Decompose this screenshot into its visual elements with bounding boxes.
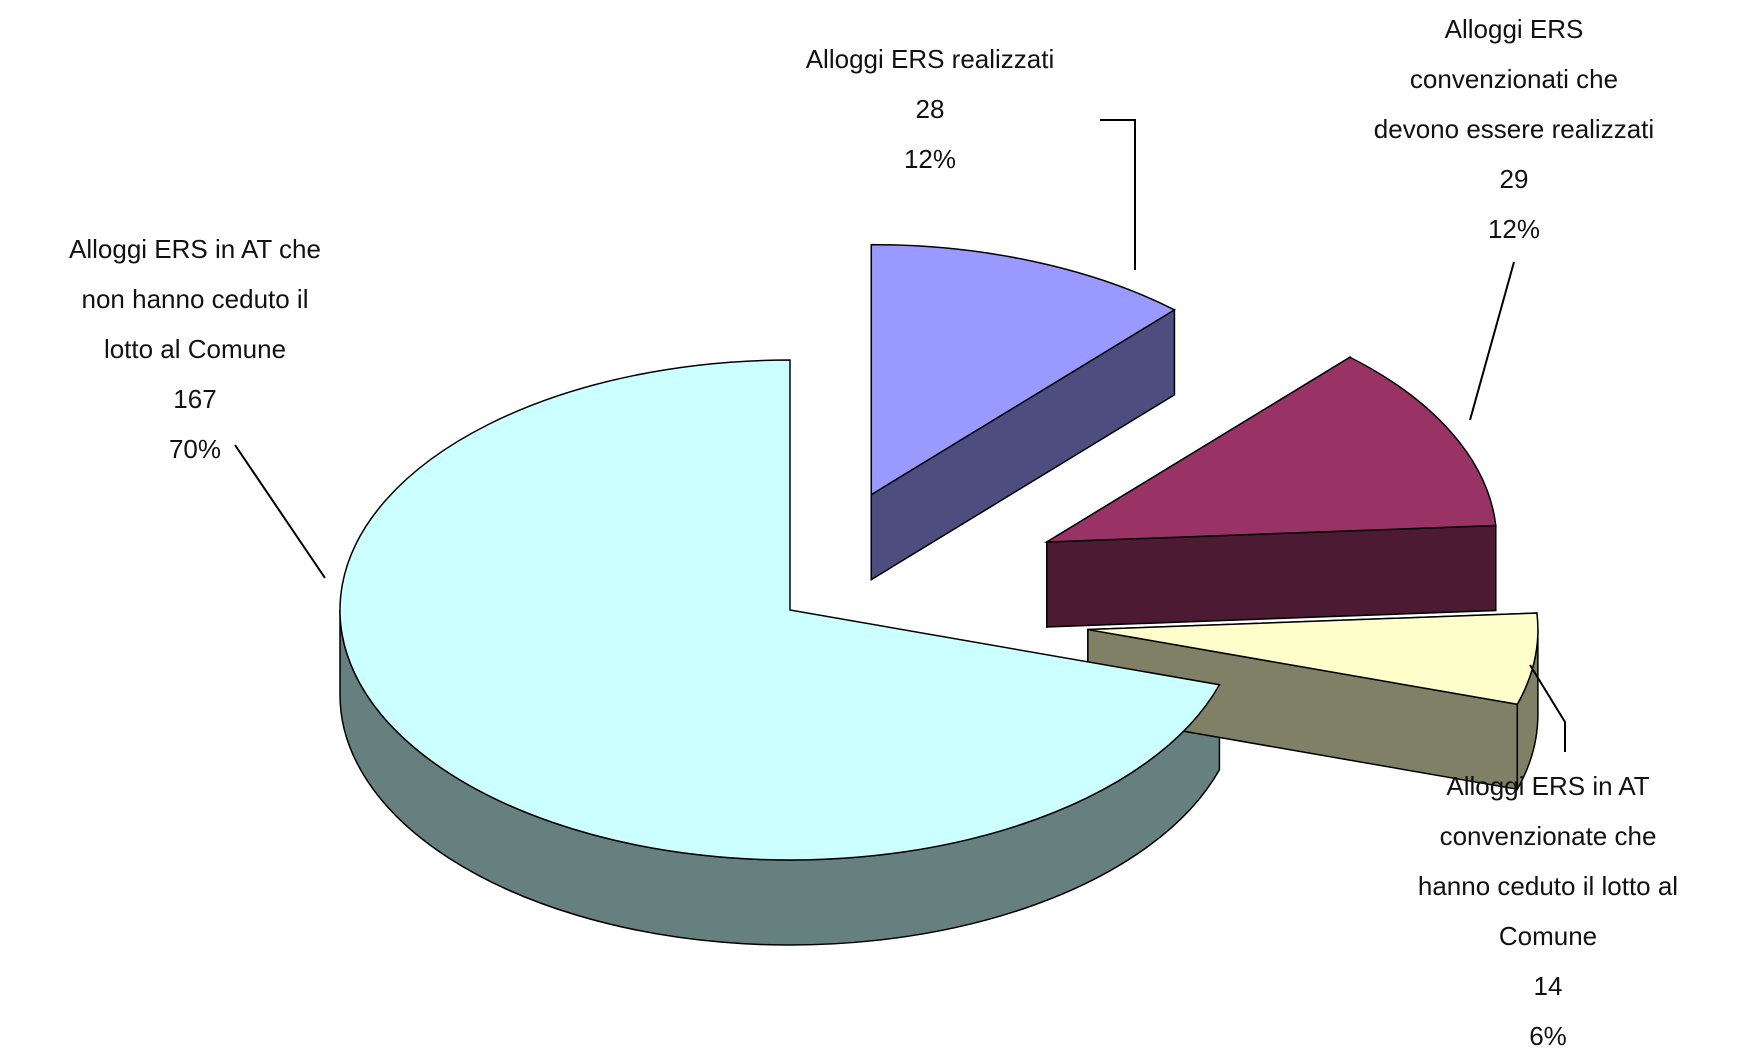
leader-line-4 <box>234 444 326 579</box>
data-label-1-value: 28 <box>916 94 945 124</box>
leader-line-1 <box>1100 119 1136 270</box>
data-label-2-line-2: convenzionati che <box>1410 64 1618 94</box>
data-label-1-line-1: Alloggi ERS realizzati <box>806 44 1055 74</box>
data-label-3-line-3: hanno ceduto il lotto al <box>1418 871 1678 901</box>
data-label-3-line-1: Alloggi ERS in AT <box>1446 771 1649 801</box>
leader-line-3 <box>1529 664 1566 752</box>
leader-lines <box>234 119 1566 752</box>
data-label-4-percent: 70% <box>169 434 221 464</box>
data-label-2-percent: 12% <box>1488 214 1540 244</box>
data-label-2-value: 29 <box>1500 164 1529 194</box>
leader-line-2 <box>1469 261 1515 421</box>
data-label-1-percent: 12% <box>904 144 956 174</box>
data-label-4-line-1: Alloggi ERS in AT che <box>69 234 321 264</box>
data-label-3-line-4: Comune <box>1499 921 1597 951</box>
data-label-4-value: 167 <box>173 384 216 414</box>
pie-slice-2 <box>1043 356 1497 543</box>
data-label-4-line-3: lotto al Comune <box>104 334 286 364</box>
data-label-3-percent: 6% <box>1529 1021 1567 1051</box>
pie-slice-3 <box>1087 612 1539 706</box>
data-label-3-value: 14 <box>1534 971 1563 1001</box>
pie-slice-4 <box>339 359 1221 861</box>
slice-face-2-2 <box>1046 524 1497 628</box>
data-label-4-line-2: non hanno ceduto il <box>82 284 309 314</box>
slice-tops <box>339 243 1539 861</box>
data-label-3-line-2: convenzionate che <box>1440 821 1657 851</box>
data-label-2-line-3: devono essere realizzati <box>1374 114 1654 144</box>
data-label-2-line-1: Alloggi ERS <box>1445 14 1584 44</box>
data-labels: Alloggi ERS realizzati 28 12% Alloggi ERS co… <box>69 14 1678 1051</box>
pie-slice-1 <box>870 243 1176 496</box>
